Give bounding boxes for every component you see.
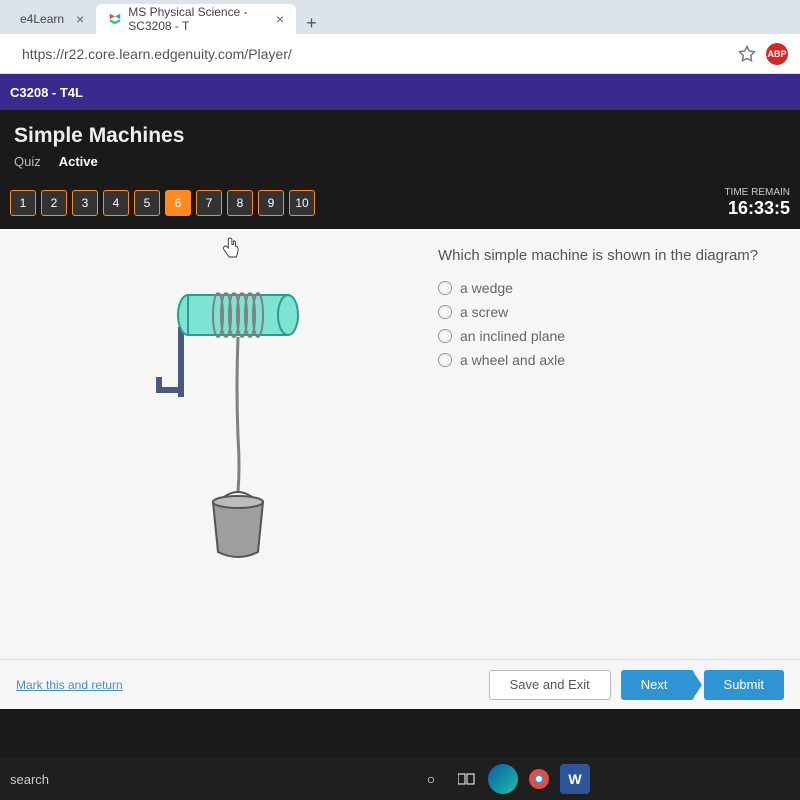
answer-option[interactable]: a screw xyxy=(438,304,782,320)
edgenuity-icon xyxy=(108,12,122,26)
new-tab-button[interactable]: + xyxy=(296,13,327,34)
timer-value: 16:33:5 xyxy=(724,198,790,219)
question-number[interactable]: 10 xyxy=(289,190,315,216)
browser-tab-strip: e4Learn × MS Physical Science - SC3208 -… xyxy=(0,0,800,34)
tab-label: MS Physical Science - SC3208 - T xyxy=(128,5,264,33)
lesson-bar: Simple Machines Quiz Active xyxy=(0,110,800,181)
url-input[interactable]: https://r22.core.learn.edgenuity.com/Pla… xyxy=(12,40,728,68)
word-icon[interactable]: W xyxy=(560,764,590,794)
next-button[interactable]: Next xyxy=(621,670,694,700)
radio-icon xyxy=(438,305,452,319)
question-number[interactable]: 1 xyxy=(10,190,36,216)
course-code: C3208 - T4L xyxy=(10,85,83,100)
browser-tab[interactable]: e4Learn × xyxy=(8,4,96,34)
question-text: Which simple machine is shown in the dia… xyxy=(438,247,782,264)
answer-option[interactable]: a wheel and axle xyxy=(438,352,782,368)
windows-taskbar: search ○ W xyxy=(0,758,800,800)
close-icon[interactable]: × xyxy=(276,11,284,27)
radio-icon xyxy=(438,329,452,343)
address-bar-row: https://r22.core.learn.edgenuity.com/Pla… xyxy=(0,34,800,74)
radio-icon xyxy=(438,353,452,367)
timer: TIME REMAIN 16:33:5 xyxy=(724,187,790,219)
question-nav: 1 2 3 4 5 6 7 8 9 10 TIME REMAIN 16:33:5 xyxy=(0,181,800,229)
close-icon[interactable]: × xyxy=(76,11,84,27)
mark-return-link[interactable]: Mark this and return xyxy=(16,678,123,692)
save-exit-button[interactable]: Save and Exit xyxy=(489,670,611,700)
favorite-icon[interactable] xyxy=(738,45,756,63)
tab-label: e4Learn xyxy=(20,12,64,26)
question-number[interactable]: 3 xyxy=(72,190,98,216)
radio-icon xyxy=(438,281,452,295)
question-number[interactable]: 5 xyxy=(134,190,160,216)
lesson-tabs: Quiz Active xyxy=(14,154,786,175)
option-label: a wheel and axle xyxy=(460,352,565,368)
question-number[interactable]: 9 xyxy=(258,190,284,216)
content-area: Which simple machine is shown in the dia… xyxy=(0,229,800,709)
question-number[interactable]: 7 xyxy=(196,190,222,216)
question-number[interactable]: 8 xyxy=(227,190,253,216)
tab-active[interactable]: Active xyxy=(59,154,98,175)
task-view-icon[interactable] xyxy=(452,764,482,794)
winch-diagram xyxy=(118,267,338,587)
footer-bar: Mark this and return Save and Exit Next … xyxy=(0,659,800,709)
lesson-title: Simple Machines xyxy=(14,124,786,148)
taskbar-search[interactable]: search xyxy=(10,772,49,787)
submit-button[interactable]: Submit xyxy=(704,670,784,700)
answer-column: Which simple machine is shown in the dia… xyxy=(438,247,782,641)
cortana-icon[interactable]: ○ xyxy=(416,764,446,794)
edge-icon[interactable] xyxy=(488,764,518,794)
taskbar-icons: ○ W xyxy=(416,764,590,794)
option-label: a screw xyxy=(460,304,508,320)
question-number-current[interactable]: 6 xyxy=(165,190,191,216)
tab-quiz[interactable]: Quiz xyxy=(14,154,41,175)
chrome-icon[interactable] xyxy=(524,764,554,794)
question-area: Which simple machine is shown in the dia… xyxy=(0,229,800,659)
option-label: an inclined plane xyxy=(460,328,565,344)
course-header: C3208 - T4L xyxy=(0,74,800,110)
abp-icon[interactable]: ABP xyxy=(766,43,788,65)
answer-option[interactable]: a wedge xyxy=(438,280,782,296)
timer-label: TIME REMAIN xyxy=(724,187,790,198)
question-number[interactable]: 2 xyxy=(41,190,67,216)
browser-tab-active[interactable]: MS Physical Science - SC3208 - T × xyxy=(96,4,296,34)
diagram-column xyxy=(18,247,438,641)
question-number[interactable]: 4 xyxy=(103,190,129,216)
answer-option[interactable]: an inclined plane xyxy=(438,328,782,344)
option-label: a wedge xyxy=(460,280,513,296)
